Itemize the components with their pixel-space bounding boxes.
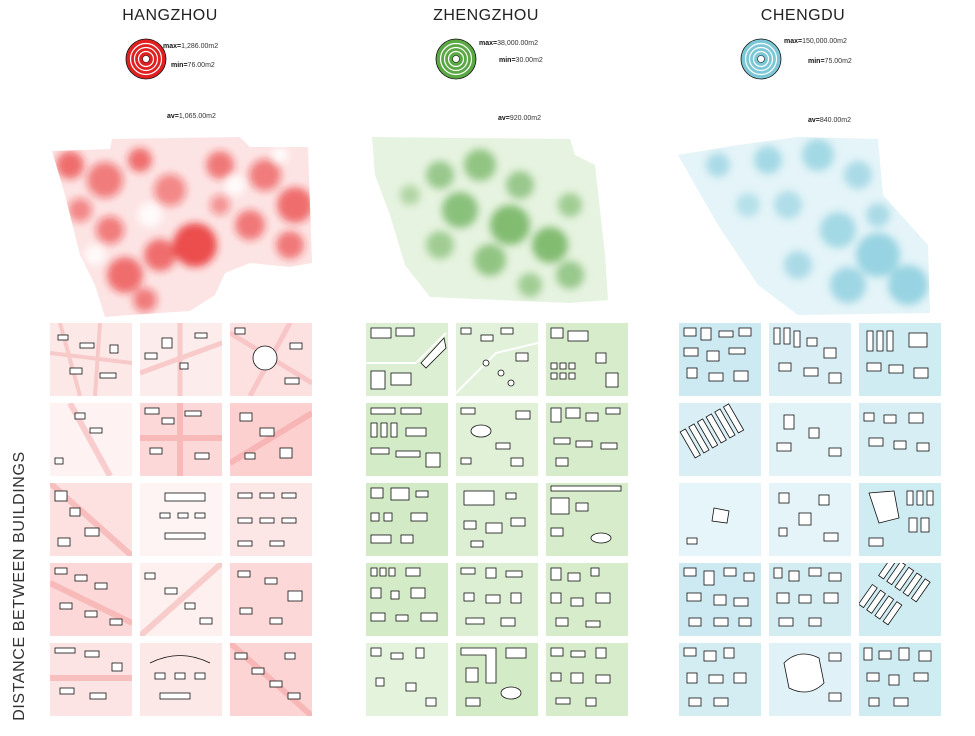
map-tile — [366, 643, 448, 716]
map-tile — [546, 323, 628, 396]
city-title: HANGZHOU — [122, 7, 218, 24]
city-title: CHENGDU — [760, 7, 846, 24]
map-tile — [859, 323, 941, 396]
legend-average: av=1,065.00m2 — [167, 113, 216, 120]
distance-heatmap — [52, 137, 312, 317]
map-tile — [769, 323, 851, 396]
map-tile — [50, 643, 132, 716]
map-tile — [230, 563, 312, 636]
map-tile — [679, 403, 761, 476]
map-tile — [230, 643, 312, 716]
map-tile — [50, 323, 132, 396]
map-tile — [769, 643, 851, 716]
map-tile — [366, 403, 448, 476]
city-panel-hangzhou: HANGZHOU max=1,286.00m2 min=76.00m2 av=1… — [20, 0, 320, 733]
legend-max: max=1,286.00m2 — [163, 43, 219, 50]
map-tile — [679, 483, 761, 556]
map-tile — [140, 323, 222, 396]
concentric-rings-icon — [740, 38, 782, 80]
legend-min: min=30.00m2 — [499, 57, 543, 64]
map-tile — [546, 563, 628, 636]
legend-max: max=150,000.00m2 — [784, 38, 847, 45]
map-tile — [50, 403, 132, 476]
map-tile — [456, 403, 538, 476]
map-tile — [230, 403, 312, 476]
legend-min: min=76.00m2 — [171, 62, 215, 69]
map-tile — [50, 563, 132, 636]
legend-average: av=840.00m2 — [808, 117, 852, 124]
map-tile — [679, 563, 761, 636]
map-tile — [679, 323, 761, 396]
map-tile — [859, 563, 941, 636]
map-tile — [366, 323, 448, 396]
city-title: ZHENGZHOU — [433, 7, 539, 24]
map-tile — [230, 323, 312, 396]
map-tile — [140, 483, 222, 556]
map-tile — [456, 563, 538, 636]
map-tile — [769, 483, 851, 556]
map-tile — [140, 643, 222, 716]
map-tile — [546, 403, 628, 476]
legend-average: av=920.00m2 — [498, 115, 542, 122]
map-tile — [859, 643, 941, 716]
map-tile — [859, 403, 941, 476]
map-tile — [769, 563, 851, 636]
map-tile — [230, 483, 312, 556]
map-tile — [546, 483, 628, 556]
map-tile — [140, 403, 222, 476]
map-tile — [769, 403, 851, 476]
map-tile — [456, 483, 538, 556]
map-tile — [50, 483, 132, 556]
concentric-rings-icon — [435, 38, 477, 80]
map-tile — [859, 483, 941, 556]
map-tile — [546, 643, 628, 716]
legend-max: max=38,000.00m2 — [479, 40, 538, 47]
concentric-rings-icon — [125, 38, 167, 80]
map-tile — [456, 323, 538, 396]
legend-min: min=75.00m2 — [808, 58, 852, 65]
map-tile — [140, 563, 222, 636]
map-tile — [456, 643, 538, 716]
distance-heatmap — [678, 137, 930, 315]
distance-heatmap — [372, 137, 608, 303]
city-panel-zhengzhou: ZHENGZHOU max=38,000.00m2 min=30.00m2 av… — [336, 0, 636, 733]
map-tile — [679, 643, 761, 716]
map-tile — [366, 563, 448, 636]
map-tile — [366, 483, 448, 556]
city-panel-chengdu: CHENGDU max=150,000.00m2 min=75.00m2 av=… — [653, 0, 953, 733]
